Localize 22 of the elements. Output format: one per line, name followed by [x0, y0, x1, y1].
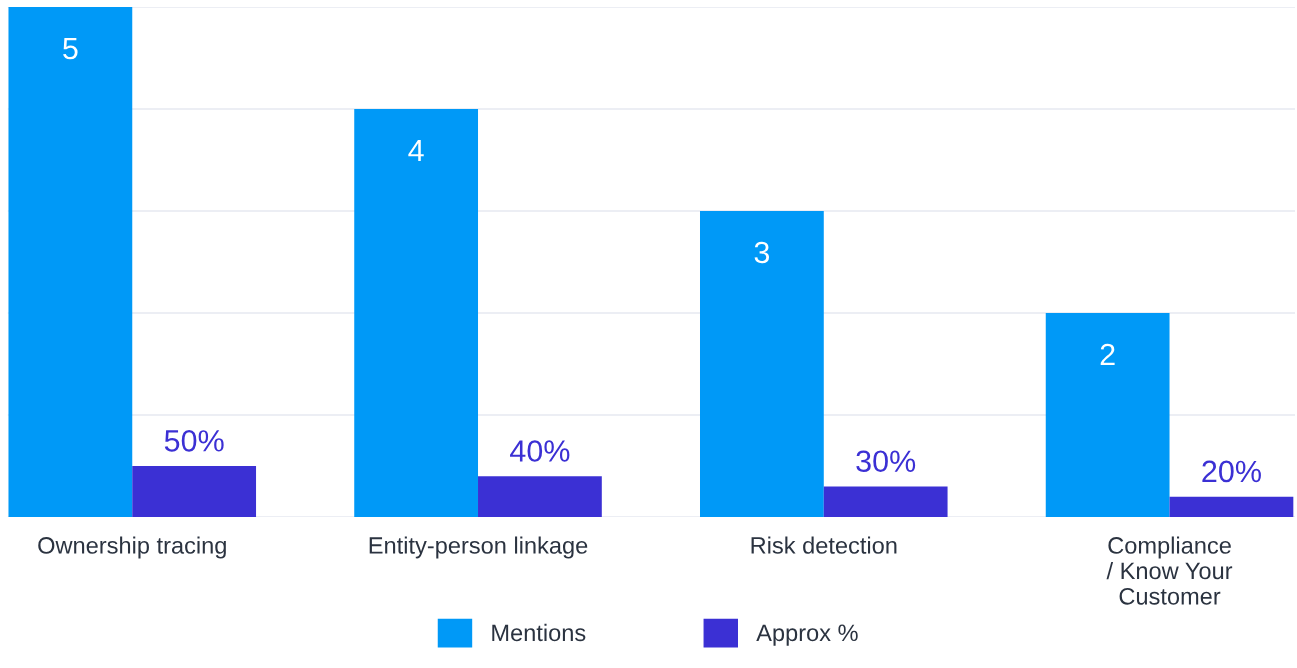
- bar: [823, 486, 948, 518]
- x-tick-label: Risk detection: [751, 536, 897, 554]
- data-label: 5: [63, 37, 78, 60]
- legend-label: Mentions: [492, 623, 586, 642]
- bar: [132, 466, 257, 518]
- data-label: 3: [754, 241, 770, 264]
- bar: [8, 7, 133, 518]
- data-label: 30%: [856, 450, 916, 473]
- bar: [354, 109, 479, 518]
- x-tick-label: Entity-person linkage: [369, 536, 588, 559]
- bar: [700, 211, 824, 518]
- data-label: 50%: [164, 430, 224, 452]
- data-label: 20%: [1202, 460, 1261, 483]
- bar: [478, 476, 602, 518]
- data-label: 40%: [510, 440, 570, 462]
- data-label: 2: [1100, 343, 1115, 366]
- x-tick-label: Ownership tracing: [38, 536, 226, 559]
- bar: [1169, 496, 1294, 518]
- legend-label: Approx %: [756, 624, 858, 646]
- data-label: 4: [408, 139, 424, 162]
- bar: [1045, 313, 1170, 518]
- x-tick-label: Compliance / Know Your Customer: [1106, 536, 1233, 605]
